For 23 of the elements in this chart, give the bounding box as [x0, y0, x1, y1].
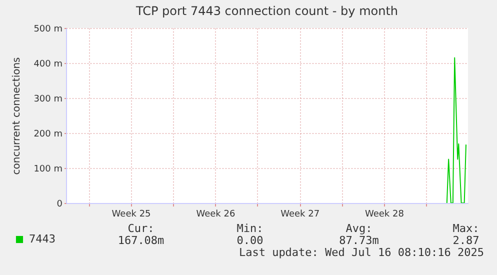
y-tick-label: 500 m [34, 24, 62, 34]
y-tick-label: 300 m [34, 94, 62, 104]
x-tick-label: Week 28 [364, 210, 404, 220]
y-tick-label: 200 m [34, 130, 62, 140]
text: Min: [236, 222, 264, 235]
text: 0.00 [236, 234, 264, 247]
line-series [446, 57, 466, 203]
x-tick-label: Week 26 [196, 210, 236, 220]
text: Avg: [346, 222, 372, 235]
x-tick-label: Week 25 [112, 210, 151, 220]
y-tick-label: 100 m [34, 164, 62, 174]
legend-label: 7443 [29, 232, 56, 246]
text: Last update: Wed Jul 16 08:10:16 2025 [238, 246, 484, 259]
x-tick-label: Week 27 [280, 210, 320, 220]
text: Cur: [128, 222, 154, 235]
y-tick-label: 0 [56, 200, 63, 210]
text: Max: [452, 222, 480, 235]
text: 87.73m [339, 234, 379, 247]
y-axis-title: concurrent connections [12, 57, 23, 175]
y-tick-label: 400 m [34, 60, 62, 70]
chart-title: TCP port 7443 connection count - by month [134, 4, 398, 18]
text: 167.08m [118, 234, 164, 247]
text: 2.87 [452, 234, 480, 247]
